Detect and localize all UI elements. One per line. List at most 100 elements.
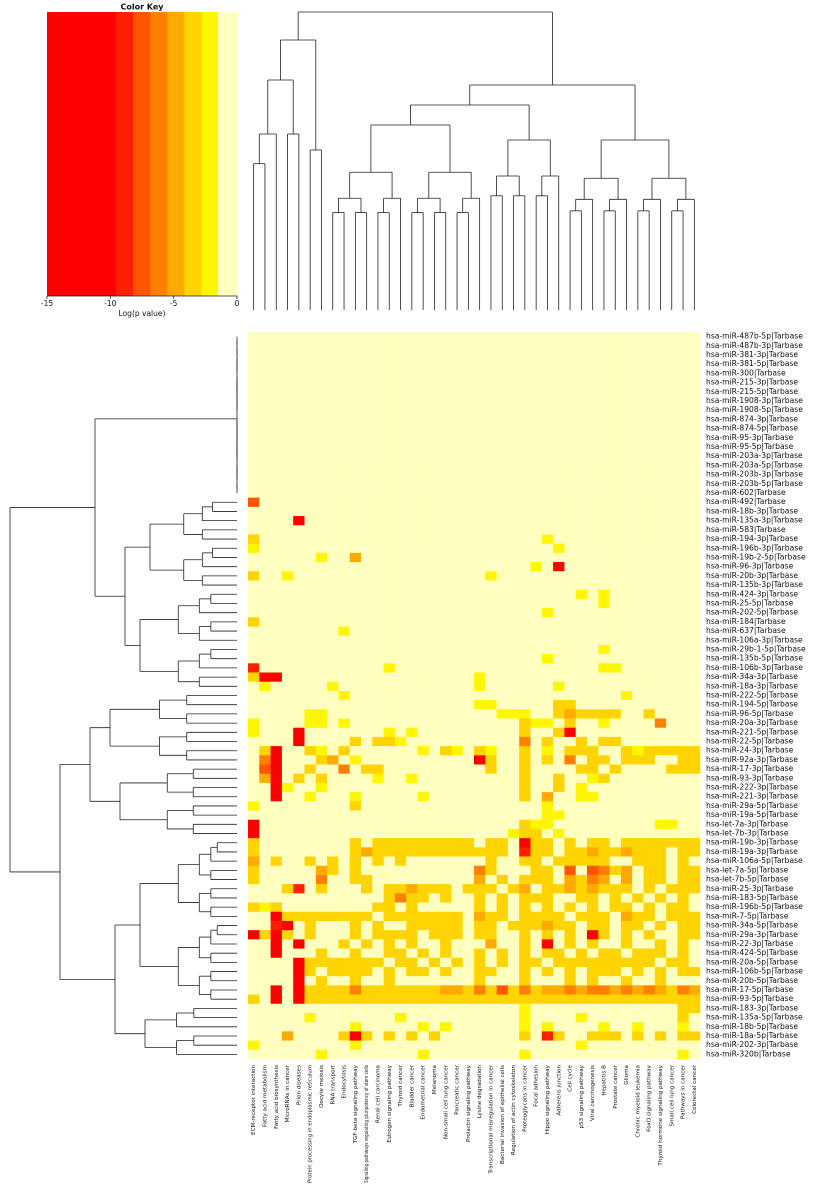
heatmap-cell <box>598 801 610 811</box>
heatmap-cell <box>519 976 531 986</box>
heatmap-cell <box>666 433 678 443</box>
heatmap-cell <box>462 755 475 765</box>
heatmap-cell <box>632 902 644 913</box>
heatmap-cell <box>428 1022 441 1032</box>
heatmap-cell <box>587 387 599 397</box>
heatmap-cell <box>485 552 497 563</box>
heatmap-cell <box>372 589 384 600</box>
heatmap-cell <box>451 856 463 867</box>
heatmap-cell <box>474 893 486 903</box>
heatmap-cell <box>372 396 384 406</box>
heatmap-cell <box>394 746 407 756</box>
heatmap-cell <box>654 562 667 572</box>
heatmap-cell <box>564 497 576 508</box>
heatmap-cell <box>383 497 396 508</box>
heatmap-cell <box>327 433 339 443</box>
heatmap-cell <box>666 543 678 554</box>
heatmap-cell <box>485 424 497 434</box>
heatmap-cell <box>643 644 656 655</box>
heatmap-cell <box>564 672 576 682</box>
heatmap-cell <box>688 700 701 710</box>
heatmap-cell <box>259 534 271 544</box>
heatmap-cell <box>462 1012 475 1023</box>
heatmap-cell <box>462 1049 475 1060</box>
heatmap-cell <box>417 792 430 802</box>
heatmap-cell <box>507 654 520 664</box>
heatmap-cell <box>281 801 294 811</box>
heatmap-cell <box>248 654 260 664</box>
heatmap-cell <box>688 534 701 544</box>
heatmap-cell <box>564 985 576 995</box>
heatmap-cell <box>327 387 339 397</box>
heatmap-cell <box>609 424 622 434</box>
heatmap-cell <box>598 773 610 784</box>
heatmap-cell <box>654 663 667 673</box>
heatmap-cell <box>451 828 463 839</box>
heatmap-cell <box>394 598 407 609</box>
heatmap-cell <box>564 700 576 710</box>
heatmap-cell <box>440 966 452 977</box>
heatmap-cell <box>259 562 271 572</box>
heatmap-cell <box>496 1022 509 1032</box>
heatmap-cell <box>553 571 565 581</box>
heatmap-cell <box>281 350 294 360</box>
heatmap-cell <box>654 736 667 747</box>
heatmap-cell <box>417 957 430 968</box>
heatmap-cell <box>315 460 328 471</box>
heatmap-cell <box>394 893 407 903</box>
heatmap-cell <box>361 341 373 351</box>
heatmap-cell <box>496 782 509 793</box>
heatmap-cell <box>428 948 441 959</box>
heatmap-cell <box>541 506 554 517</box>
heatmap-cell <box>485 884 497 894</box>
heatmap-cell <box>417 1022 430 1032</box>
heatmap-cell <box>587 460 599 471</box>
heatmap-cell <box>507 985 520 995</box>
heatmap-cell <box>609 1031 622 1041</box>
heatmap-cell <box>609 470 622 480</box>
heatmap-cell <box>315 847 328 857</box>
heatmap-cell <box>406 497 418 508</box>
heatmap-cell <box>406 773 418 784</box>
heatmap-cell <box>677 460 689 471</box>
heatmap-cell <box>519 589 531 600</box>
heatmap-cell <box>383 1031 396 1041</box>
heatmap-cell <box>643 930 656 940</box>
heatmap-cell <box>677 764 689 775</box>
heatmap-cell <box>406 874 418 885</box>
heatmap-cell <box>643 1049 656 1060</box>
heatmap-cell <box>349 948 362 959</box>
heatmap-cell <box>575 497 588 508</box>
heatmap-cell <box>677 782 689 793</box>
heatmap-cell <box>507 718 520 729</box>
heatmap-cell <box>315 920 328 931</box>
heatmap-cell <box>451 709 463 719</box>
heatmap-cell <box>361 911 373 922</box>
heatmap-cell <box>654 552 667 563</box>
heatmap-cell <box>666 451 678 462</box>
heatmap-cell <box>361 552 373 563</box>
heatmap-cell <box>270 856 283 867</box>
heatmap-cell <box>248 801 260 811</box>
heatmap-cell <box>281 460 294 471</box>
heatmap-cell <box>406 865 418 876</box>
heatmap-cell <box>417 663 430 673</box>
heatmap-cell <box>507 838 520 848</box>
heatmap-cell <box>315 644 328 655</box>
heatmap-cell <box>440 764 452 775</box>
heatmap-cell <box>451 700 463 710</box>
heatmap-cell <box>462 387 475 397</box>
heatmap-cell <box>428 396 441 406</box>
heatmap-cell <box>259 387 271 397</box>
heatmap-cell <box>327 516 339 526</box>
heatmap-cell <box>327 801 339 811</box>
heatmap-cell <box>666 746 678 756</box>
heatmap-cell <box>270 681 283 692</box>
heatmap-cell <box>598 525 610 535</box>
heatmap-cell <box>327 819 339 830</box>
heatmap-cell <box>564 663 576 673</box>
heatmap-cell <box>259 470 271 480</box>
heatmap-cell <box>428 792 441 802</box>
heatmap-cell <box>304 792 317 802</box>
heatmap-cell <box>609 414 622 425</box>
